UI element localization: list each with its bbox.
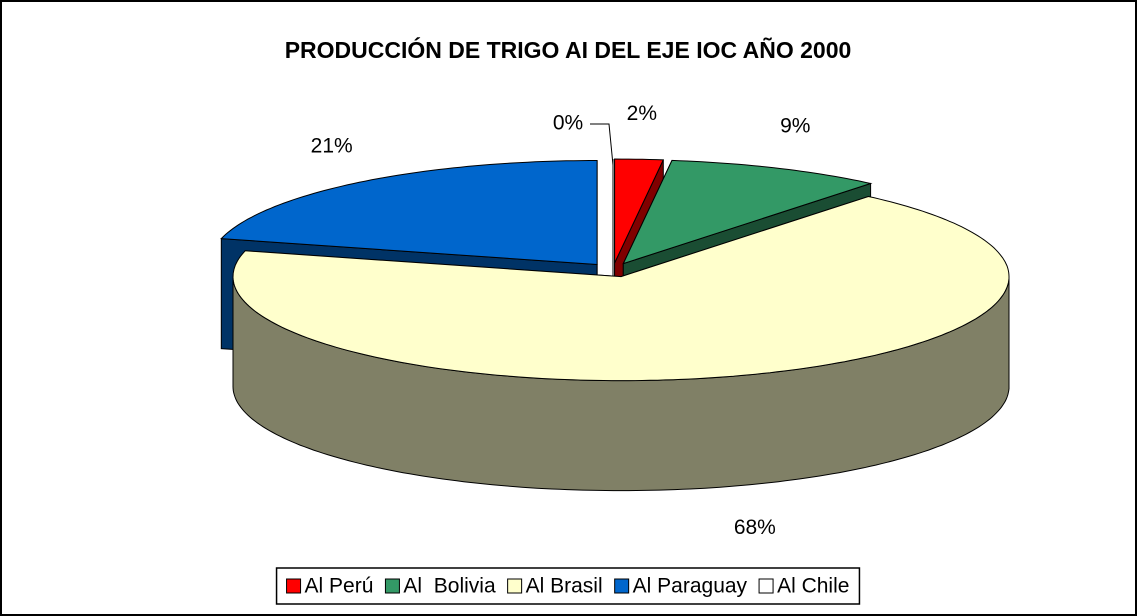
leader-line	[590, 123, 614, 166]
legend-label: Al Paraguay	[633, 575, 748, 598]
legend-label: Al Chile	[777, 575, 849, 598]
chart-title: PRODUCCIÓN DE TRIGO AI DEL EJE IOC AÑO 2…	[285, 36, 852, 63]
slice-top	[614, 158, 665, 264]
data-label: 0%	[553, 112, 583, 135]
legend-swatch	[614, 578, 630, 594]
legend-label: Al Brasil	[526, 575, 603, 598]
slice-top	[220, 160, 598, 266]
legend: Al Perú Al Bolivia Al Brasil Al Paraguay Al …	[275, 567, 861, 605]
data-label: 9%	[780, 114, 810, 137]
pie-slice	[232, 195, 1010, 492]
legend-label: Al Perú	[305, 575, 374, 598]
legend-swatch	[286, 578, 302, 594]
legend-swatch	[507, 578, 523, 594]
data-label: 2%	[627, 102, 657, 125]
data-label: 21%	[311, 134, 353, 157]
data-label: 68%	[734, 516, 776, 539]
legend-label: Al Bolivia	[403, 575, 496, 598]
legend-swatch	[758, 578, 774, 594]
legend-swatch	[384, 578, 400, 594]
slice-top	[232, 195, 1010, 382]
slice-top	[622, 159, 873, 265]
